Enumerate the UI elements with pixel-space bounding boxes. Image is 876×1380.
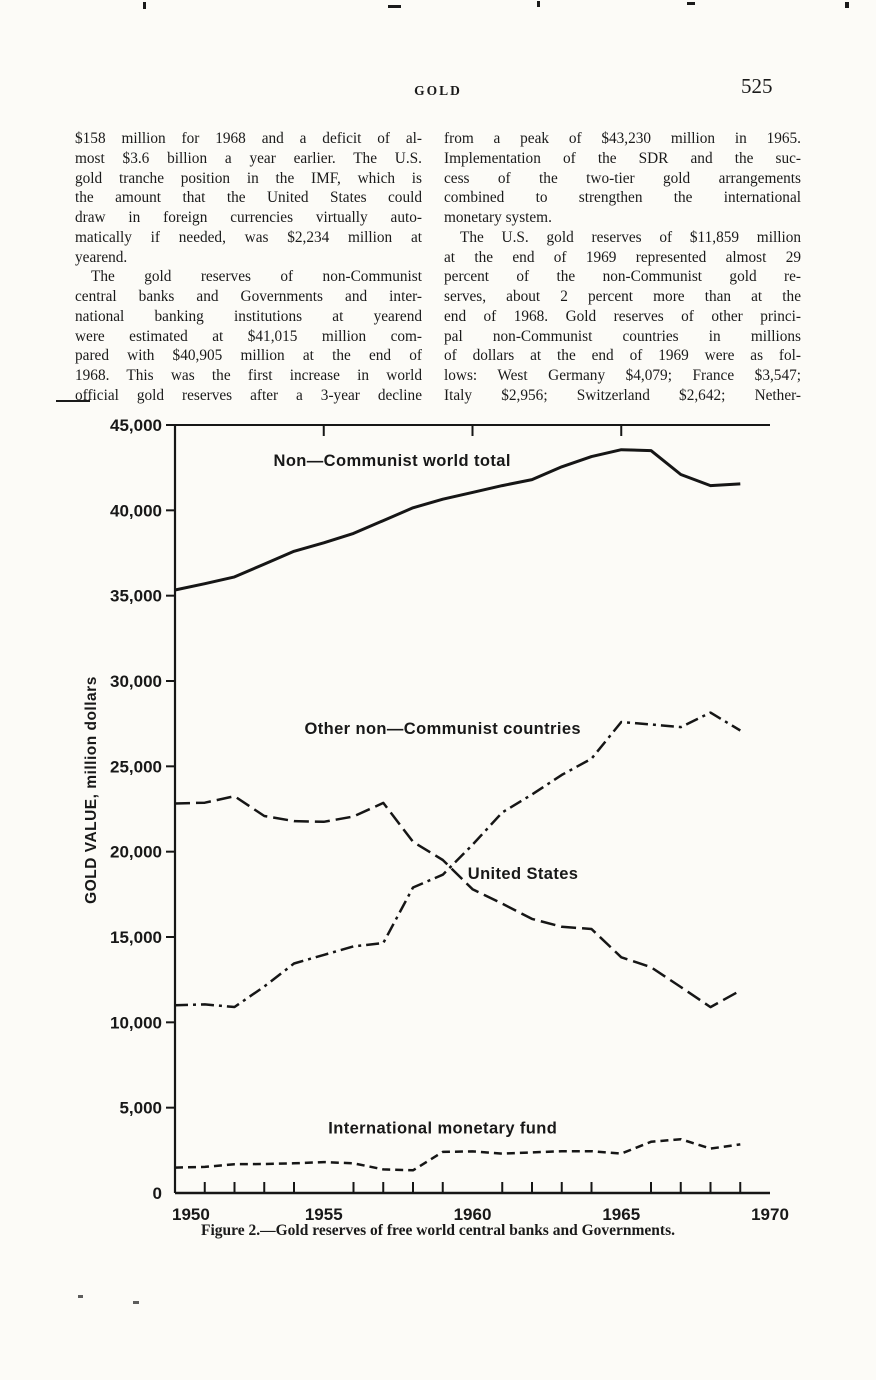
scan-artifact — [143, 2, 146, 9]
text-line: 1968. This was the first increase in wor… — [75, 367, 422, 384]
series-label: Other non—Communist countries — [304, 720, 581, 738]
text-line: $158 million for 1968 and a deficit of a… — [75, 130, 422, 147]
text-line: from a peak of $43,230 million in 1965. — [444, 130, 801, 147]
scan-artifact — [133, 1301, 139, 1304]
text-line: serves, about 2 percent more than at the — [444, 288, 801, 305]
text-line: were estimated at $41,015 million com- — [75, 327, 422, 345]
series-line-0 — [174, 448, 741, 592]
running-title: GOLD — [414, 83, 462, 98]
text-line: Italy $2,956; Switzerland $2,642; Nether… — [444, 386, 801, 404]
y-tick-label: 0 — [153, 1184, 162, 1203]
text-line: pared with $40,905 million at the end of — [75, 347, 422, 365]
y-tick-label: 15,000 — [110, 928, 162, 947]
series-line-1 — [174, 794, 741, 1009]
text-line: matically if needed, was $2,234 million … — [75, 228, 422, 246]
text-line: central banks and Governments and inter- — [75, 288, 422, 305]
page-number: 525 — [741, 74, 773, 98]
scan-artifact — [388, 5, 401, 8]
scan-artifact — [56, 400, 90, 402]
y-tick-label: 35,000 — [110, 587, 162, 606]
text-line: the amount that the United States could — [75, 189, 422, 207]
text-line: lows: West Germany $4,079; France $3,547… — [444, 367, 801, 384]
text-line: at the end of 1969 represented almost 29 — [444, 248, 801, 266]
text-line: pal non-Communist countries in millions — [444, 327, 801, 345]
text-line: percent of the non-Communist gold re- — [444, 268, 801, 286]
series-line-3 — [174, 1137, 741, 1172]
series-label: International monetary fund — [328, 1119, 557, 1137]
series-label: United States — [468, 865, 579, 883]
y-tick-label: 25,000 — [110, 757, 162, 776]
y-tick-label: 20,000 — [110, 843, 162, 862]
text-line: official gold reserves after a 3-year de… — [75, 386, 422, 404]
text-line: combined to strengthen the international — [444, 189, 801, 207]
y-axis-title: GOLD VALUE, million dollars — [83, 676, 100, 904]
scan-artifact — [845, 2, 849, 8]
y-tick-label: 30,000 — [110, 672, 162, 691]
y-tick-label: 10,000 — [110, 1013, 162, 1032]
text-line: national banking institutions at yearend — [75, 307, 422, 325]
text-line: most $3.6 billion a year earlier. The U.… — [75, 149, 422, 167]
text-line: cess of the two-tier gold arrangements — [444, 169, 801, 187]
scan-artifact — [687, 2, 695, 5]
y-tick-label: 45,000 — [110, 416, 162, 435]
text-line: end of 1968. Gold reserves of other prin… — [444, 307, 801, 325]
y-tick-label: 5,000 — [119, 1099, 162, 1118]
text-line: Implementation of the SDR and the suc- — [444, 149, 801, 167]
text-line: gold tranche position in the IMF, which … — [75, 169, 422, 187]
text-column-right: from a peak of $43,230 million in 1965. I… — [444, 129, 801, 406]
scan-artifact — [78, 1295, 83, 1298]
figure-caption: Figure 2.—Gold reserves of free world ce… — [201, 1222, 675, 1239]
scan-artifact — [537, 1, 540, 7]
text-line: The U.S. gold reserves of $11,859 millio… — [460, 228, 801, 246]
text-line: The gold reserves of non-Communist — [91, 268, 422, 286]
text-line: monetary system. — [444, 209, 552, 226]
text-line: of dollars at the end of 1969 were as fo… — [444, 347, 801, 365]
series-line-2 — [174, 711, 741, 1009]
y-tick-label: 40,000 — [110, 501, 162, 520]
series-label: Non—Communist world total — [274, 452, 511, 470]
text-line: draw in foreign currencies virtually aut… — [75, 209, 422, 226]
text-line: yearend. — [75, 248, 128, 266]
text-column-left: $158 million for 1968 and a deficit of a… — [75, 129, 422, 406]
